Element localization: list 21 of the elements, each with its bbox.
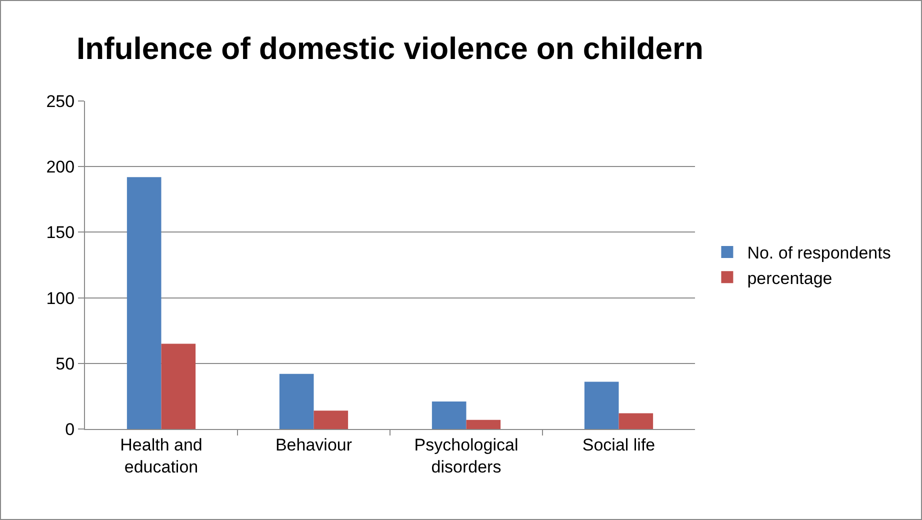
y-tick-label: 100	[46, 288, 75, 308]
x-tick-label: Health and education	[120, 435, 202, 476]
bar	[314, 410, 348, 429]
bar	[161, 344, 196, 429]
y-tick-label: 50	[56, 354, 75, 374]
x-tick-label: Behaviour	[275, 435, 352, 454]
chart-title: Infulence of domestic violence on childern	[76, 30, 704, 66]
x-tick-label: Social life	[582, 435, 656, 454]
y-tick-label: 250	[46, 92, 75, 111]
bar	[432, 401, 466, 429]
bar	[126, 177, 162, 429]
bar	[279, 374, 314, 429]
bar	[584, 382, 619, 429]
legend-label: percentage	[747, 268, 832, 288]
y-tick-label: 0	[65, 420, 75, 439]
bar	[618, 413, 654, 429]
bar	[466, 420, 501, 429]
y-tick-label: 150	[46, 223, 75, 242]
legend-label: No. of respondents	[747, 244, 891, 263]
y-tick-label: 200	[46, 158, 75, 177]
x-tick-label: Psychological disorders	[414, 435, 518, 476]
